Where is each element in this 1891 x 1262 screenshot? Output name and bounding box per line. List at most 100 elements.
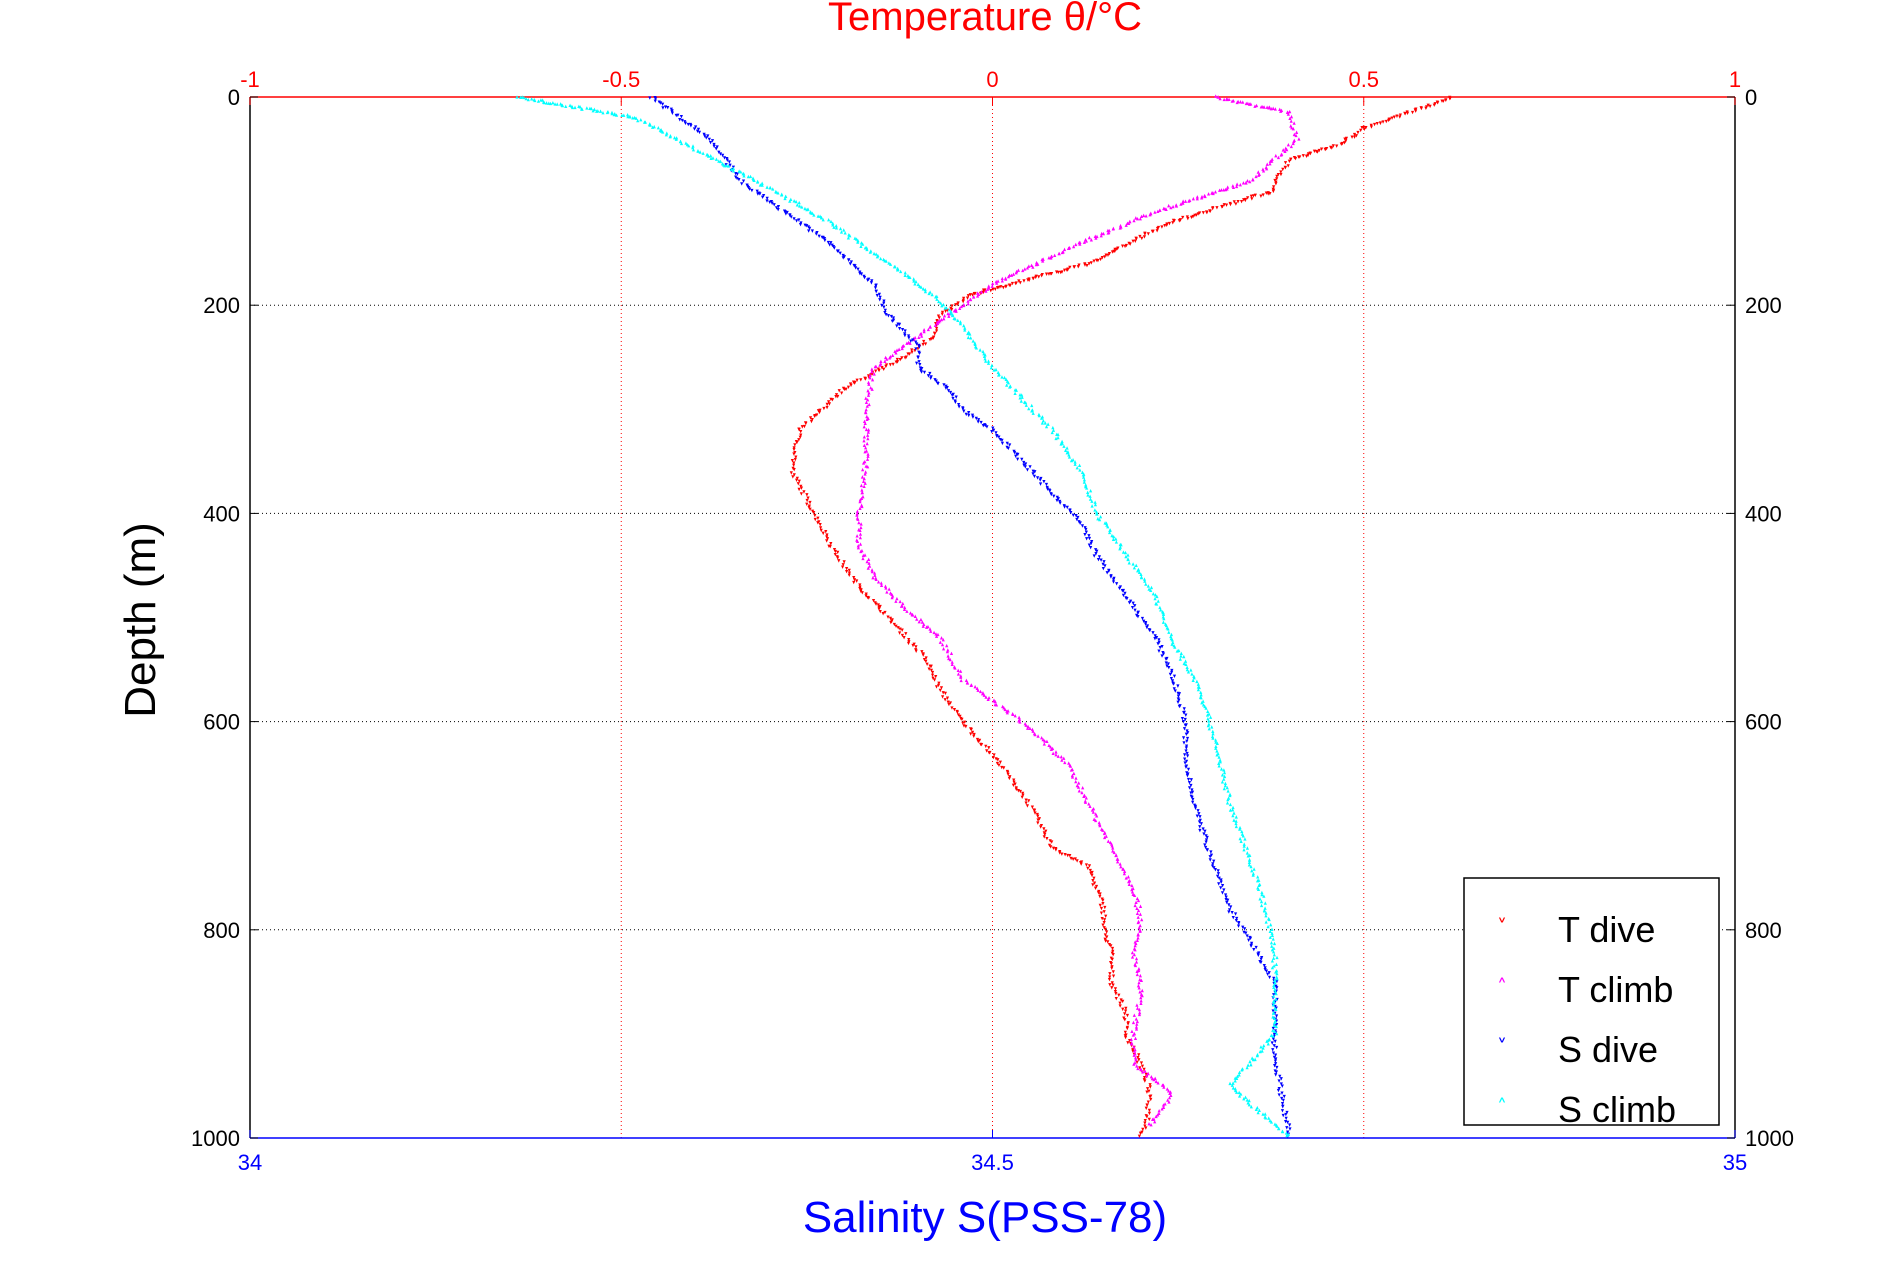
data-point bbox=[1246, 101, 1250, 105]
data-point bbox=[1161, 1103, 1166, 1107]
data-point bbox=[1091, 879, 1095, 883]
data-point bbox=[834, 395, 838, 399]
data-point bbox=[1140, 1064, 1145, 1069]
data-point bbox=[1135, 1003, 1139, 1007]
data-point bbox=[1234, 918, 1238, 923]
data-point bbox=[895, 596, 899, 601]
data-point bbox=[1269, 940, 1274, 945]
data-point bbox=[1277, 1079, 1281, 1083]
data-point bbox=[1143, 1079, 1147, 1083]
data-point bbox=[866, 380, 871, 385]
data-point bbox=[530, 97, 534, 101]
data-point bbox=[1068, 265, 1072, 270]
data-point bbox=[1134, 1027, 1139, 1031]
data-point bbox=[1253, 104, 1257, 108]
data-point bbox=[684, 141, 688, 145]
data-point bbox=[1224, 203, 1229, 207]
data-point bbox=[695, 129, 700, 134]
data-point bbox=[1151, 631, 1155, 635]
data-point bbox=[1005, 383, 1009, 387]
data-point bbox=[1224, 187, 1228, 192]
data-point bbox=[1167, 665, 1171, 670]
data-point bbox=[1016, 268, 1020, 272]
data-point bbox=[1100, 917, 1104, 921]
data-point bbox=[807, 229, 811, 233]
data-point bbox=[1099, 558, 1103, 562]
data-point bbox=[991, 287, 995, 292]
data-point bbox=[799, 429, 803, 434]
data-point bbox=[970, 730, 975, 735]
data-point bbox=[898, 357, 902, 362]
data-point bbox=[858, 583, 862, 587]
data-point bbox=[854, 266, 858, 270]
data-point bbox=[1091, 810, 1095, 814]
data-point bbox=[1125, 596, 1129, 601]
data-point bbox=[1060, 250, 1064, 255]
data-point bbox=[861, 242, 865, 246]
data-point bbox=[867, 382, 871, 386]
data-point bbox=[1144, 1126, 1148, 1130]
data-point bbox=[1249, 1104, 1253, 1109]
data-point bbox=[1004, 285, 1008, 289]
data-point bbox=[1279, 1077, 1283, 1081]
data-point bbox=[1230, 1083, 1234, 1087]
data-point bbox=[1129, 1042, 1134, 1046]
data-point bbox=[1403, 112, 1407, 116]
data-point bbox=[1025, 266, 1030, 270]
data-point bbox=[1176, 700, 1180, 705]
data-point bbox=[979, 742, 984, 747]
data-point bbox=[1125, 1013, 1130, 1018]
data-point bbox=[1121, 593, 1126, 598]
data-point bbox=[1264, 913, 1268, 918]
data-point bbox=[1267, 975, 1272, 980]
data-point bbox=[984, 744, 988, 749]
data-point bbox=[1271, 1026, 1275, 1031]
data-point bbox=[1265, 1039, 1269, 1043]
data-point bbox=[959, 304, 963, 309]
data-point bbox=[866, 566, 870, 570]
data-point bbox=[961, 303, 966, 308]
data-point bbox=[1241, 834, 1245, 838]
data-point bbox=[956, 672, 961, 676]
data-point bbox=[1156, 1113, 1160, 1117]
data-point bbox=[863, 246, 867, 250]
data-point bbox=[800, 205, 804, 209]
data-point bbox=[774, 206, 779, 210]
data-point bbox=[1024, 462, 1028, 466]
data-point bbox=[936, 632, 940, 637]
data-point bbox=[1172, 674, 1177, 678]
data-point bbox=[862, 438, 866, 443]
data-point bbox=[1243, 198, 1247, 203]
data-point bbox=[1103, 937, 1107, 942]
data-point bbox=[958, 306, 962, 311]
data-point bbox=[1106, 940, 1110, 944]
data-point bbox=[697, 130, 702, 135]
data-point bbox=[1173, 645, 1177, 649]
data-point bbox=[864, 592, 868, 596]
data-point bbox=[989, 289, 993, 293]
data-point bbox=[1223, 783, 1227, 788]
data-point bbox=[1059, 442, 1063, 446]
data-point bbox=[917, 345, 921, 349]
data-point bbox=[943, 698, 947, 702]
data-point bbox=[1274, 991, 1278, 996]
data-point bbox=[1356, 130, 1360, 135]
data-point bbox=[938, 640, 942, 644]
data-point bbox=[986, 361, 991, 365]
data-point bbox=[1097, 555, 1102, 559]
data-point bbox=[1219, 878, 1223, 882]
data-point bbox=[827, 400, 831, 404]
data-point bbox=[887, 261, 891, 265]
data-point bbox=[995, 281, 999, 285]
data-point bbox=[1020, 393, 1024, 397]
data-point bbox=[727, 160, 731, 164]
data-point bbox=[1145, 1073, 1149, 1078]
data-point bbox=[1165, 1087, 1169, 1091]
data-point bbox=[1062, 444, 1066, 448]
data-point bbox=[1119, 865, 1123, 869]
data-point bbox=[1142, 619, 1146, 623]
data-point bbox=[832, 548, 837, 552]
data-point bbox=[870, 367, 874, 371]
data-point bbox=[1038, 482, 1043, 486]
data-point bbox=[696, 149, 700, 153]
